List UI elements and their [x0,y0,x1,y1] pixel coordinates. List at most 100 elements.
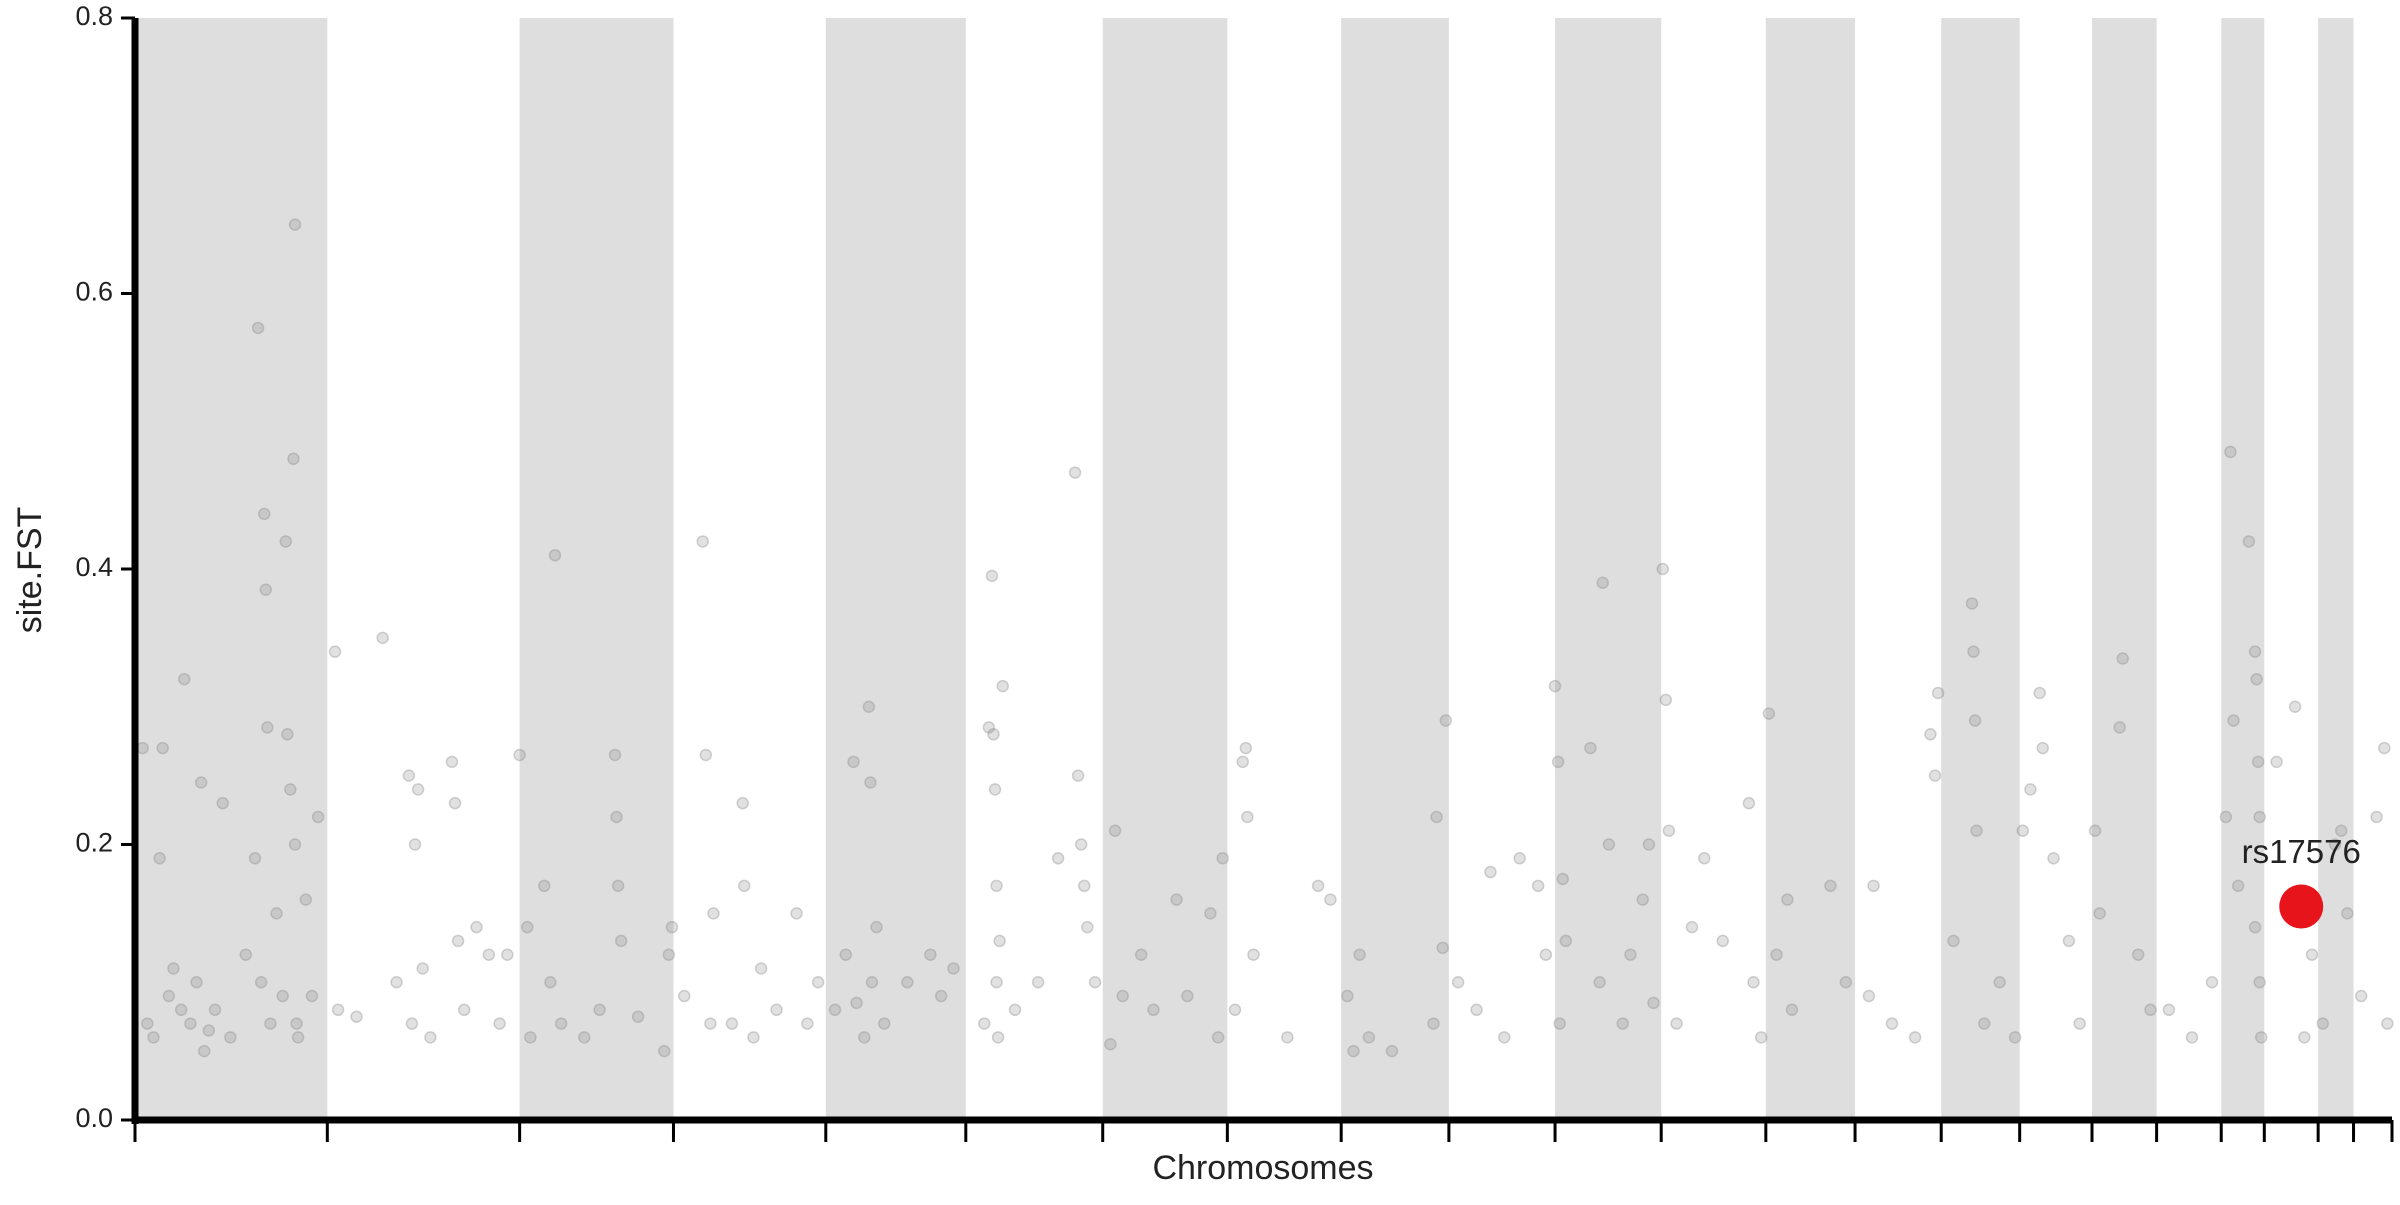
snp-point [290,1017,303,1030]
snp-point [1970,824,1983,837]
snp-point [1596,576,1609,590]
snp-point [2341,907,2354,920]
snp-point [147,1031,160,1044]
snp-point [1602,838,1616,851]
snp-point [2298,1031,2311,1044]
snp-point [1513,852,1526,865]
chromosome-band [2221,18,2265,1120]
snp-point [284,783,297,796]
snp-point [2354,989,2368,1003]
snp-point [548,548,562,562]
snp-point [2224,445,2237,459]
snp-point [985,569,999,583]
snp-point [608,748,622,762]
snp-point [1088,976,1102,989]
snp-point [411,783,425,796]
snp-point [1430,810,1443,824]
snp-point [1770,948,1783,961]
snp-point [811,976,825,989]
snp-point [978,1017,991,1030]
snp-point [2254,1031,2268,1044]
snp-point [1539,948,1553,961]
y-tick-label: 0.4 [75,552,113,582]
snp-point [1556,872,1569,886]
snp-point [513,748,526,762]
snp-point [631,1010,645,1023]
snp-point [331,1003,345,1017]
snp-point [554,1017,568,1030]
snp-point [736,796,749,810]
snp-point [2008,1031,2022,1044]
chromosome-band [519,18,674,1120]
snp-point [725,1017,739,1030]
snp-point [1211,1031,1225,1044]
snp-point [493,1017,506,1030]
snp-point [996,679,1009,693]
snp-point [257,507,271,521]
snp-point [1624,948,1637,961]
snp-point [1071,769,1085,782]
snp-point [2205,976,2219,989]
snp-point [2116,652,2130,665]
snp-point [162,989,176,1003]
chromosome-band [1102,18,1228,1120]
snp-point [1531,879,1545,893]
snp-point [239,948,253,961]
snp-point [1839,976,1853,989]
snp-point [390,976,403,989]
snp-point [1647,996,1660,1010]
snp-point [2144,1003,2157,1017]
snp-point [448,796,462,810]
snp-point [2162,1003,2176,1017]
snp-point [1670,1017,1683,1030]
snp-point [1862,989,1876,1003]
snp-point [610,810,623,824]
snp-point [2024,783,2037,796]
snp-point [521,920,534,934]
snp-point [457,1003,471,1017]
snp-point [1616,1017,1629,1030]
snp-point [190,976,203,989]
y-axis-title: site.FST [11,507,49,634]
snp-point [156,741,169,755]
y-tick-label: 0.2 [75,828,113,858]
snp-point [208,1003,222,1017]
snp-point [2250,672,2263,686]
snp-point [993,934,1006,948]
snp-point [194,776,208,789]
snp-point [279,535,293,548]
snp-point [1451,976,1465,989]
y-tick-label: 0.0 [75,1103,113,1133]
snp-point [1216,852,1229,865]
snp-point [1311,879,1325,893]
snp-point [704,1017,717,1030]
snp-point [1181,989,1194,1003]
snp-point [501,948,514,961]
snp-point [991,1031,1005,1044]
chromosome-band [825,18,966,1120]
chromosome-band [1555,18,1662,1120]
snp-point [1824,879,1837,893]
snp-point [1436,941,1449,955]
chromosome-band [1765,18,1856,1120]
snp-point [696,535,709,548]
snp-point [1241,810,1254,824]
snp-point [1008,1003,1022,1017]
snp-point [1281,1031,1294,1044]
snp-point [1170,893,1183,906]
snp-point [677,989,691,1003]
snp-point [947,962,960,975]
snp-point [987,728,1000,741]
snp-point [254,976,268,989]
snp-point [451,934,465,948]
snp-point [2253,976,2266,989]
snp-point [202,1024,216,1037]
snp-point [2036,741,2050,755]
snp-point [1762,707,1776,720]
snp-point [982,721,996,734]
snp-point [402,769,416,782]
snp-point [1931,686,1945,700]
snp-point [287,452,300,466]
snp-point [1347,1044,1360,1058]
snp-point [376,631,389,645]
